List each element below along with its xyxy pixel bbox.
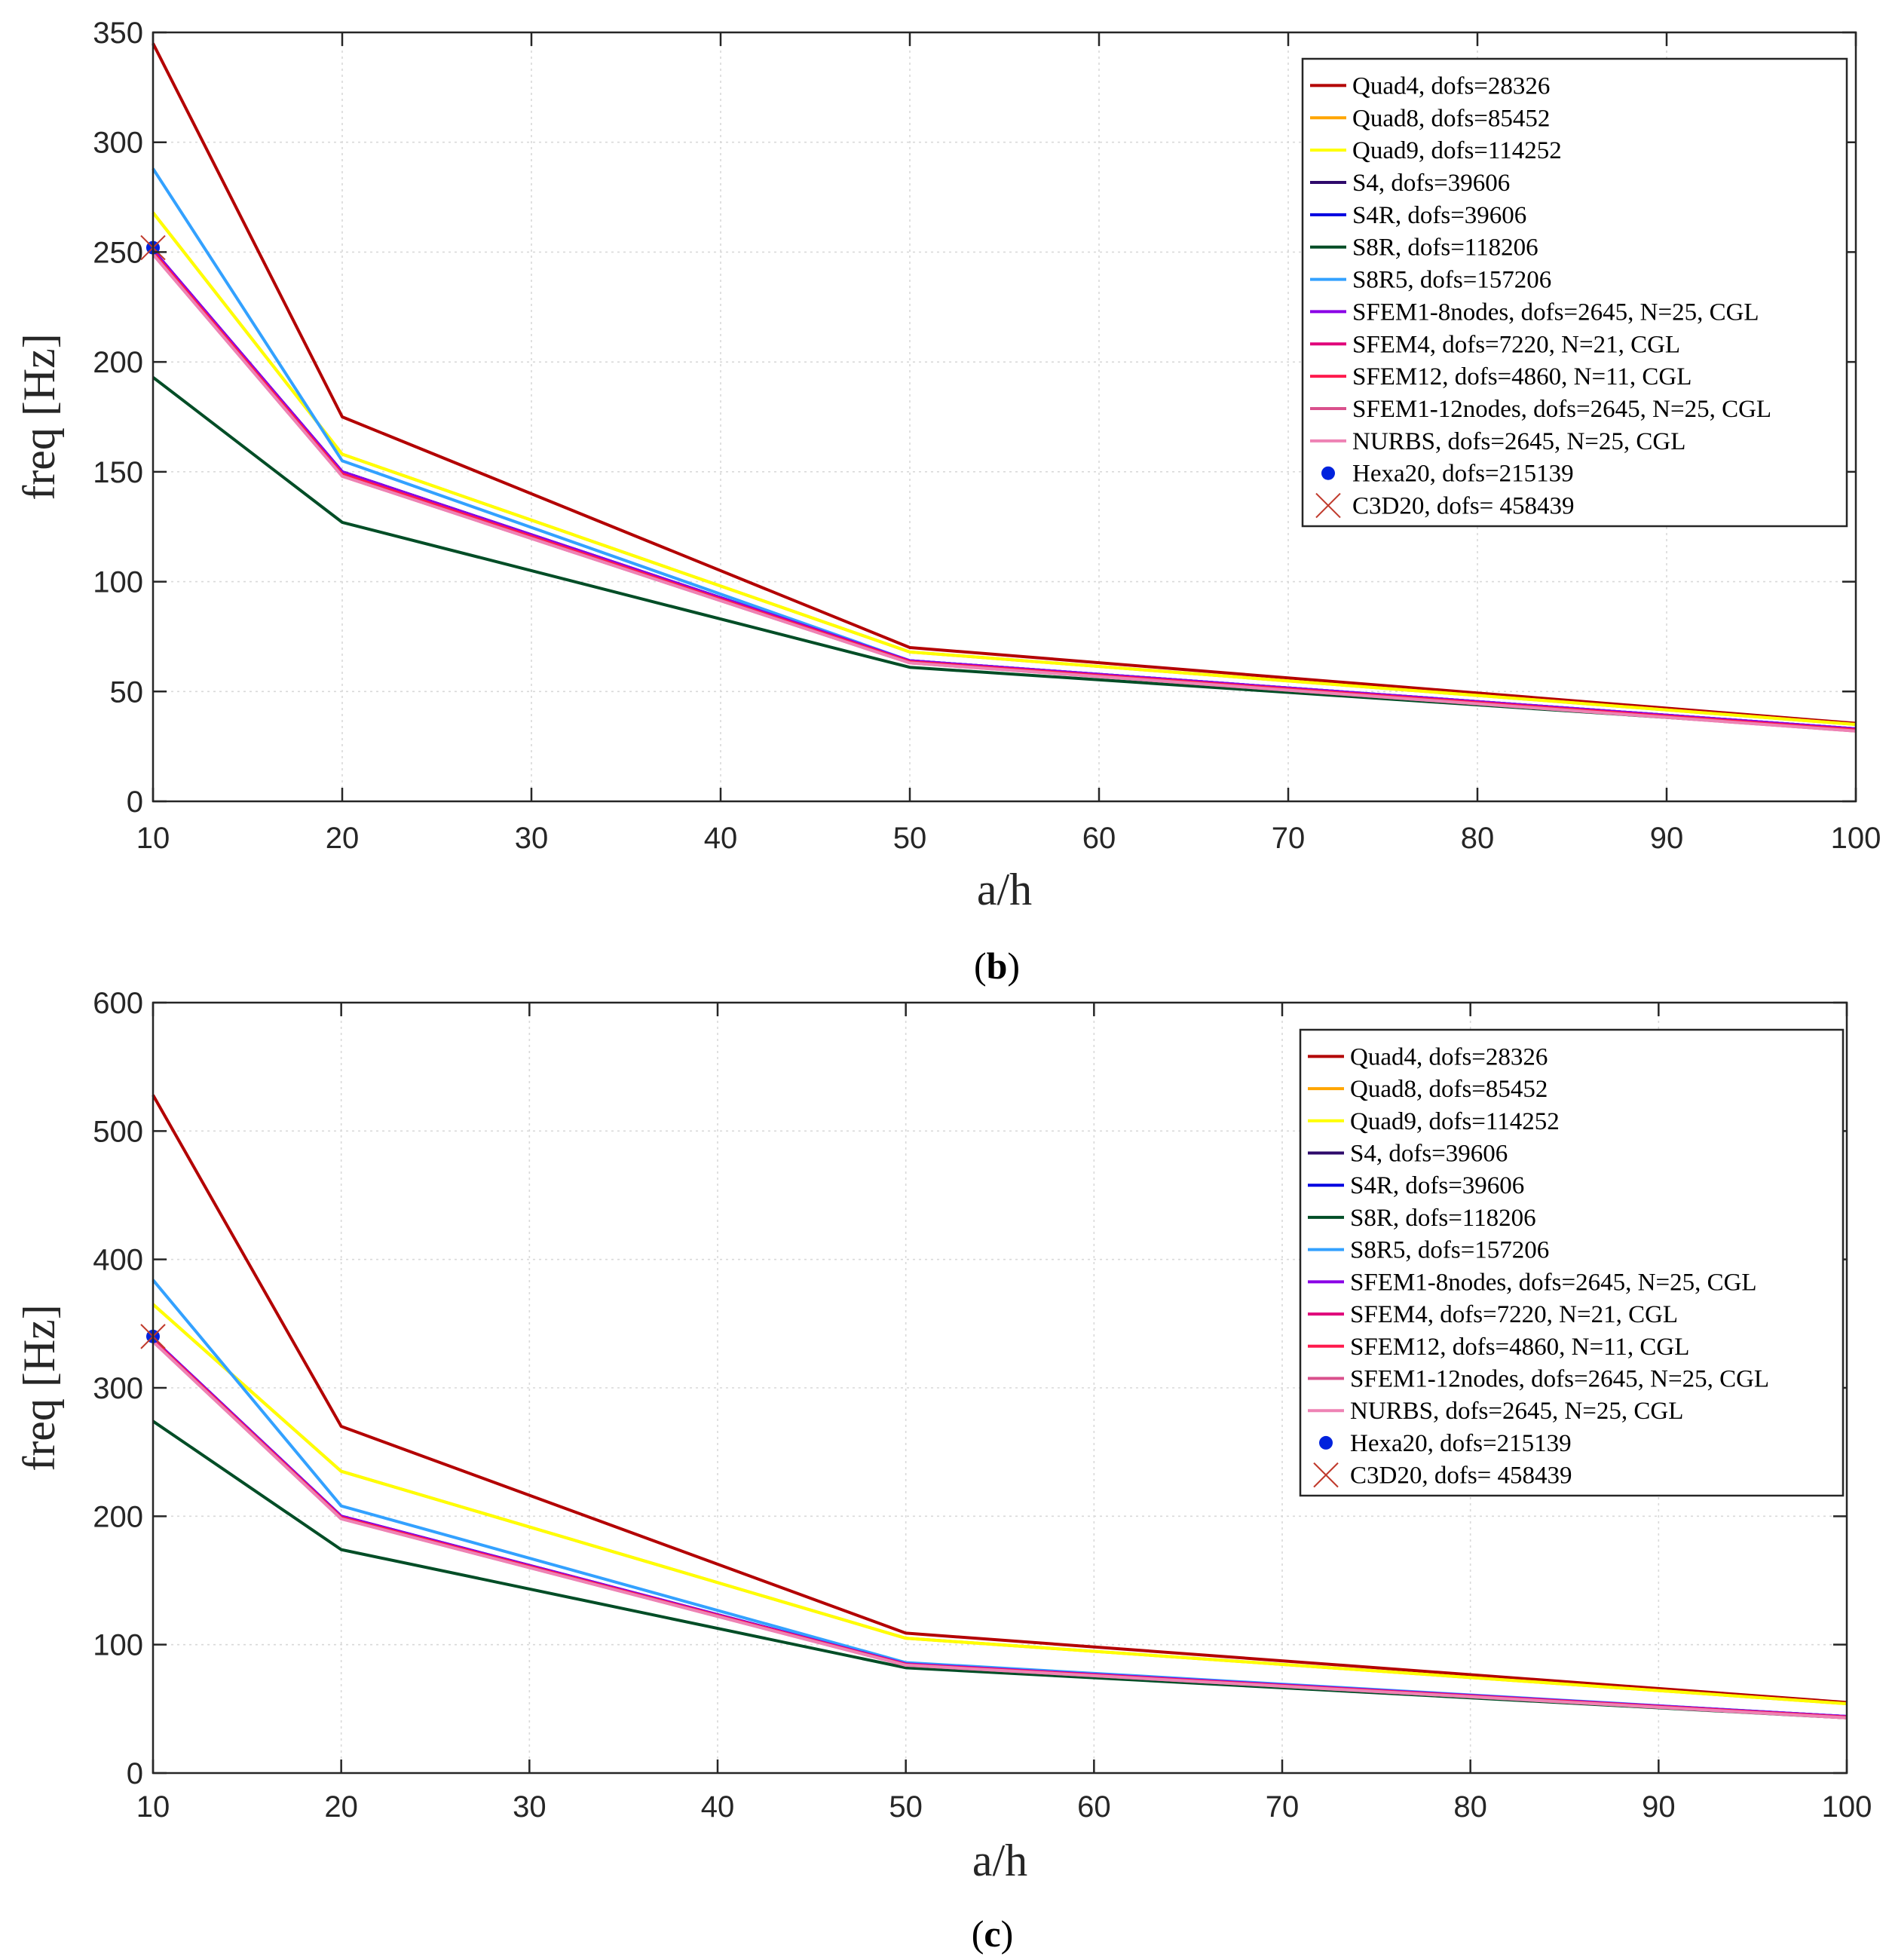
legend-label: SFEM12, dofs=4860, N=11, CGL — [1350, 1334, 1689, 1361]
y-tick-label: 100 — [93, 1629, 143, 1662]
x-tick-label: 50 — [893, 822, 927, 855]
caption-letter: c — [984, 1913, 1000, 1955]
legend-label: SFEM4, dofs=7220, N=21, CGL — [1350, 1301, 1678, 1328]
series-line-s8r — [152, 375, 1857, 732]
x-axis-title: a/h — [972, 1836, 1027, 1885]
x-axis-title: a/h — [977, 865, 1032, 914]
x-tick-label: 10 — [136, 1790, 170, 1824]
legend-label: C3D20, dofs= 458439 — [1350, 1462, 1572, 1490]
legend-label: NURBS, dofs=2645, N=25, CGL — [1350, 1398, 1683, 1425]
y-tick-label: 150 — [93, 456, 143, 489]
x-tick-label: 40 — [701, 1790, 735, 1824]
legend-label: S8R, dofs=118206 — [1350, 1205, 1536, 1232]
caption-close-paren: ) — [1001, 1913, 1014, 1955]
legend-swatch — [1321, 466, 1335, 480]
x-tick-label: 100 — [1822, 1790, 1872, 1824]
legend-label: Quad9, dofs=114252 — [1352, 137, 1562, 164]
y-tick-label: 0 — [127, 786, 143, 819]
series-line-quad9 — [152, 211, 1857, 726]
y-tick-label: 300 — [93, 127, 143, 160]
x-tick-label: 70 — [1272, 822, 1306, 855]
x-tick-label: 90 — [1650, 822, 1684, 855]
y-axis-title: freq [Hz] — [14, 1304, 64, 1472]
legend-label: SFEM4, dofs=7220, N=21, CGL — [1352, 331, 1680, 358]
chart-b: 10 20 30 40 50 60 70 80 90 100 0 50 100 150 200 250 300 3… — [14, 17, 1881, 987]
y-tick-label: 400 — [93, 1244, 143, 1277]
series-line-quad9 — [152, 1303, 1848, 1706]
figure-caption: (c) — [972, 1913, 1014, 1955]
legend-label: S8R5, dofs=157206 — [1350, 1237, 1549, 1264]
legend-box — [1299, 1028, 1845, 1497]
legend-label: SFEM1-8nodes, dofs=2645, N=25, CGL — [1350, 1269, 1757, 1296]
legend-label: NURBS, dofs=2645, N=25, CGL — [1352, 428, 1685, 455]
legend-label: S4R, dofs=39606 — [1352, 202, 1526, 229]
x-tick-label: 70 — [1266, 1790, 1300, 1824]
legend-label: S4, dofs=39606 — [1352, 170, 1510, 197]
legend-label: SFEM1-8nodes, dofs=2645, N=25, CGL — [1352, 299, 1759, 326]
legend-label: SFEM1-12nodes, dofs=2645, N=25, CGL — [1350, 1366, 1769, 1393]
legend-label: Quad4, dofs=28326 — [1350, 1043, 1548, 1070]
x-tick-label: 100 — [1831, 822, 1881, 855]
x-tick-label: 10 — [136, 822, 170, 855]
caption-open-paren: ( — [972, 1913, 984, 1955]
caption-close-paren: ) — [1007, 945, 1020, 987]
y-axis-title: freq [Hz] — [14, 333, 64, 501]
legend-label: Hexa20, dofs=215139 — [1350, 1430, 1572, 1457]
x-tick-label: 90 — [1642, 1790, 1676, 1824]
legend-label: S4, dofs=39606 — [1350, 1141, 1508, 1168]
legend-label: Quad9, dofs=114252 — [1350, 1108, 1560, 1135]
y-tick-label: 300 — [93, 1372, 143, 1405]
series-line-nurbs — [152, 1340, 1848, 1720]
y-tick-label: 500 — [93, 1115, 143, 1148]
axes-box — [152, 31, 1857, 803]
y-tick-label: 200 — [93, 1500, 143, 1533]
x-tick-label: 80 — [1453, 1790, 1487, 1824]
series-line-quad4 — [152, 1094, 1848, 1704]
legend-swatch — [1319, 1435, 1333, 1450]
legend-swatch — [1313, 1462, 1339, 1488]
x-tick-label: 60 — [1082, 822, 1116, 855]
series-line-quad4 — [152, 42, 1857, 725]
figure-caption: (b) — [974, 945, 1020, 987]
legend-label: Hexa20, dofs=215139 — [1352, 461, 1574, 488]
legend-swatch — [1315, 492, 1341, 519]
y-tick-label: 600 — [93, 987, 143, 1020]
x-tick-label: 40 — [704, 822, 738, 855]
x-tick-label: 60 — [1077, 1790, 1111, 1824]
legend-label: Quad4, dofs=28326 — [1352, 72, 1550, 100]
x-tick-label: 50 — [889, 1790, 923, 1824]
y-tick-label: 100 — [93, 566, 143, 599]
legend-label: S4R, dofs=39606 — [1350, 1172, 1524, 1199]
y-tick-label: 50 — [110, 675, 144, 709]
y-tick-label: 250 — [93, 236, 143, 269]
y-tick-label: 0 — [127, 1757, 143, 1790]
series-line-nurbs — [152, 253, 1857, 733]
legend-label: C3D20, dofs= 458439 — [1352, 493, 1575, 520]
legend-label: S8R, dofs=118206 — [1352, 234, 1538, 262]
y-tick-label: 350 — [93, 17, 143, 50]
legend-label: SFEM12, dofs=4860, N=11, CGL — [1352, 363, 1692, 390]
x-tick-label: 30 — [515, 822, 549, 855]
legend-label: S8R5, dofs=157206 — [1352, 267, 1551, 294]
legend-label: SFEM1-12nodes, dofs=2645, N=25, CGL — [1352, 396, 1771, 423]
legend-label: Quad8, dofs=85452 — [1352, 105, 1550, 132]
x-tick-label: 20 — [324, 1790, 358, 1824]
legend-label: Quad8, dofs=85452 — [1350, 1076, 1548, 1103]
x-tick-label: 80 — [1461, 822, 1495, 855]
chart-c: 10 20 30 40 50 60 70 80 90 100 0 100 200 300 400 500 600… — [14, 987, 1872, 1955]
x-tick-label: 30 — [513, 1790, 546, 1824]
y-tick-label: 200 — [93, 346, 143, 379]
caption-open-paren: ( — [974, 945, 987, 987]
x-tick-label: 20 — [326, 822, 360, 855]
legend-box — [1301, 57, 1848, 528]
caption-letter: b — [987, 945, 1008, 987]
